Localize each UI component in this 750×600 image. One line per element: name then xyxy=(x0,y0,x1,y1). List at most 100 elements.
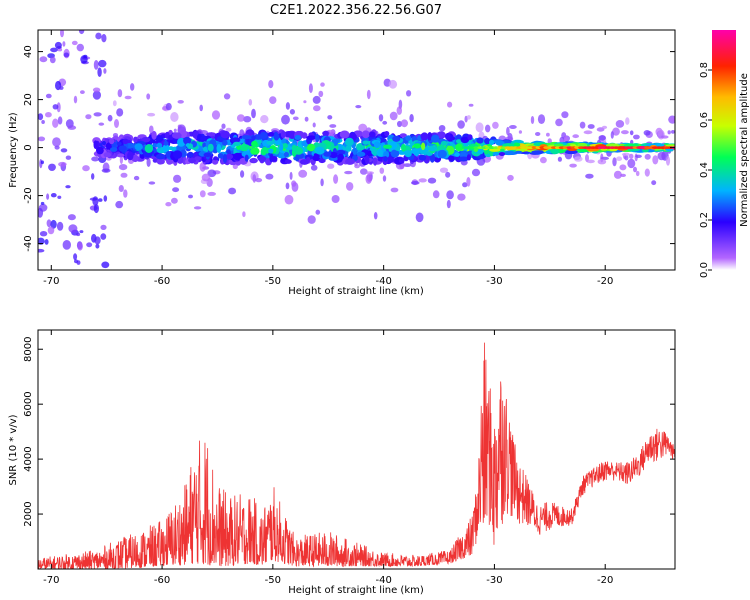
heatmap-cell xyxy=(50,47,58,53)
heatmap-cell xyxy=(110,147,118,152)
heatmap-cell xyxy=(564,149,578,155)
heatmap-cell xyxy=(406,90,412,97)
heatmap-cell xyxy=(211,159,219,165)
heatmap-cell xyxy=(232,164,238,170)
heatmap-cell xyxy=(396,106,402,115)
heatmap-cell xyxy=(312,95,321,104)
heatmap-cell xyxy=(308,83,313,94)
heatmap-cell xyxy=(625,117,630,125)
heatmap-cell xyxy=(78,30,85,35)
heatmap-cell xyxy=(266,140,276,145)
heatmap-cell xyxy=(336,149,346,155)
heatmap-cell xyxy=(331,195,340,203)
heatmap-cell xyxy=(404,150,412,158)
heatmap-cell xyxy=(284,194,294,205)
heatmap-cell xyxy=(223,93,231,100)
heatmap-cell xyxy=(116,108,124,117)
heatmap-cell xyxy=(54,145,60,150)
heatmap-cell xyxy=(438,125,446,132)
heatmap-cell xyxy=(455,139,462,144)
colorbar-tick-label: 0.8 xyxy=(699,62,710,78)
heatmap-cell xyxy=(540,156,547,164)
heatmap-cell xyxy=(436,131,446,139)
heatmap-cell xyxy=(670,117,675,122)
heatmap-cell xyxy=(76,232,81,237)
heatmap-cell xyxy=(485,124,491,133)
heatmap-cell xyxy=(144,144,154,153)
snr-panel: -70 -60 -50 -40 -30 -20 2000 4000 6000 8000 Heigh… xyxy=(8,329,676,596)
heatmap-cell xyxy=(372,148,378,157)
heatmap-cell xyxy=(146,157,151,167)
heatmap-cell xyxy=(315,133,320,143)
heatmap-cell xyxy=(63,52,70,58)
y-tick-label: 2000 xyxy=(23,501,34,526)
heatmap-cell xyxy=(173,128,177,133)
heatmap-cell xyxy=(97,67,102,77)
heatmap-cell xyxy=(313,105,321,112)
heatmap-cell xyxy=(93,140,98,150)
heatmap-cell xyxy=(133,136,138,143)
heatmap-cell xyxy=(288,131,296,140)
heatmap-cell xyxy=(147,112,156,117)
x-tick-label: -60 xyxy=(154,276,170,287)
heatmap-cell xyxy=(601,125,608,129)
heatmap-cell xyxy=(345,137,354,147)
heatmap-cell xyxy=(199,190,206,198)
heatmap-cell xyxy=(475,122,484,133)
heatmap-cell xyxy=(671,130,675,134)
heatmap-cell xyxy=(93,204,99,214)
heatmap-cell xyxy=(250,158,257,163)
heatmap-cell xyxy=(301,132,308,139)
heatmap-cell xyxy=(612,157,617,167)
heatmap-cell xyxy=(188,157,197,163)
heatmap-cell xyxy=(515,150,523,154)
heatmap-cell xyxy=(417,135,422,142)
heatmap-cell xyxy=(507,174,514,181)
heatmap-cell xyxy=(48,163,56,171)
heatmap-cell xyxy=(116,141,122,146)
snr-series-line xyxy=(38,342,675,569)
heatmap-cell xyxy=(74,259,78,264)
heatmap-cell xyxy=(628,153,634,159)
heatmap-cell xyxy=(306,135,317,140)
colorbar-gradient xyxy=(712,30,736,270)
heatmap-cell xyxy=(303,100,307,104)
heatmap-cell xyxy=(458,156,469,162)
heatmap-cell xyxy=(165,151,172,158)
heatmap-cell xyxy=(47,226,55,235)
heatmap-cell xyxy=(155,153,166,160)
heatmap-cell xyxy=(80,90,85,94)
heatmap-cell xyxy=(79,230,84,234)
heatmap-cell xyxy=(633,166,637,173)
heatmap-cell xyxy=(310,164,318,171)
heatmap-cell xyxy=(244,154,249,162)
heatmap-cell xyxy=(94,236,101,245)
heatmap-cell xyxy=(76,43,85,52)
spectrogram-x-label: Height of straight line (km) xyxy=(288,286,424,297)
heatmap-cell xyxy=(213,156,219,161)
heatmap-cell xyxy=(242,211,246,218)
heatmap-cell xyxy=(193,206,202,210)
heatmap-cell xyxy=(59,85,64,90)
heatmap-cell xyxy=(251,108,256,119)
x-tick-label: -60 xyxy=(154,575,170,586)
heatmap-cell xyxy=(615,120,625,128)
heatmap-cell xyxy=(372,157,378,166)
heatmap-cell xyxy=(557,156,563,162)
heatmap-cell xyxy=(466,115,471,120)
heatmap-cell xyxy=(545,150,552,154)
heatmap-cell xyxy=(156,142,163,149)
heatmap-cell xyxy=(241,135,252,140)
heatmap-cell xyxy=(427,145,438,152)
heatmap-cell xyxy=(114,119,119,128)
heatmap-cell xyxy=(382,120,388,125)
heatmap-cell xyxy=(586,159,595,164)
heatmap-cell xyxy=(390,149,400,158)
chart-title: C2E1.2022.356.22.56.G07 xyxy=(270,3,442,18)
heatmap-cell xyxy=(93,112,102,117)
heatmap-cell xyxy=(201,173,211,182)
heatmap-cell xyxy=(445,132,451,141)
spectrogram-panel: -70 -60 -50 -40 -30 -20 -40 -20 0 20 40 Height of … xyxy=(8,29,676,297)
heatmap-cell xyxy=(243,116,252,123)
heatmap-cell xyxy=(270,156,278,162)
